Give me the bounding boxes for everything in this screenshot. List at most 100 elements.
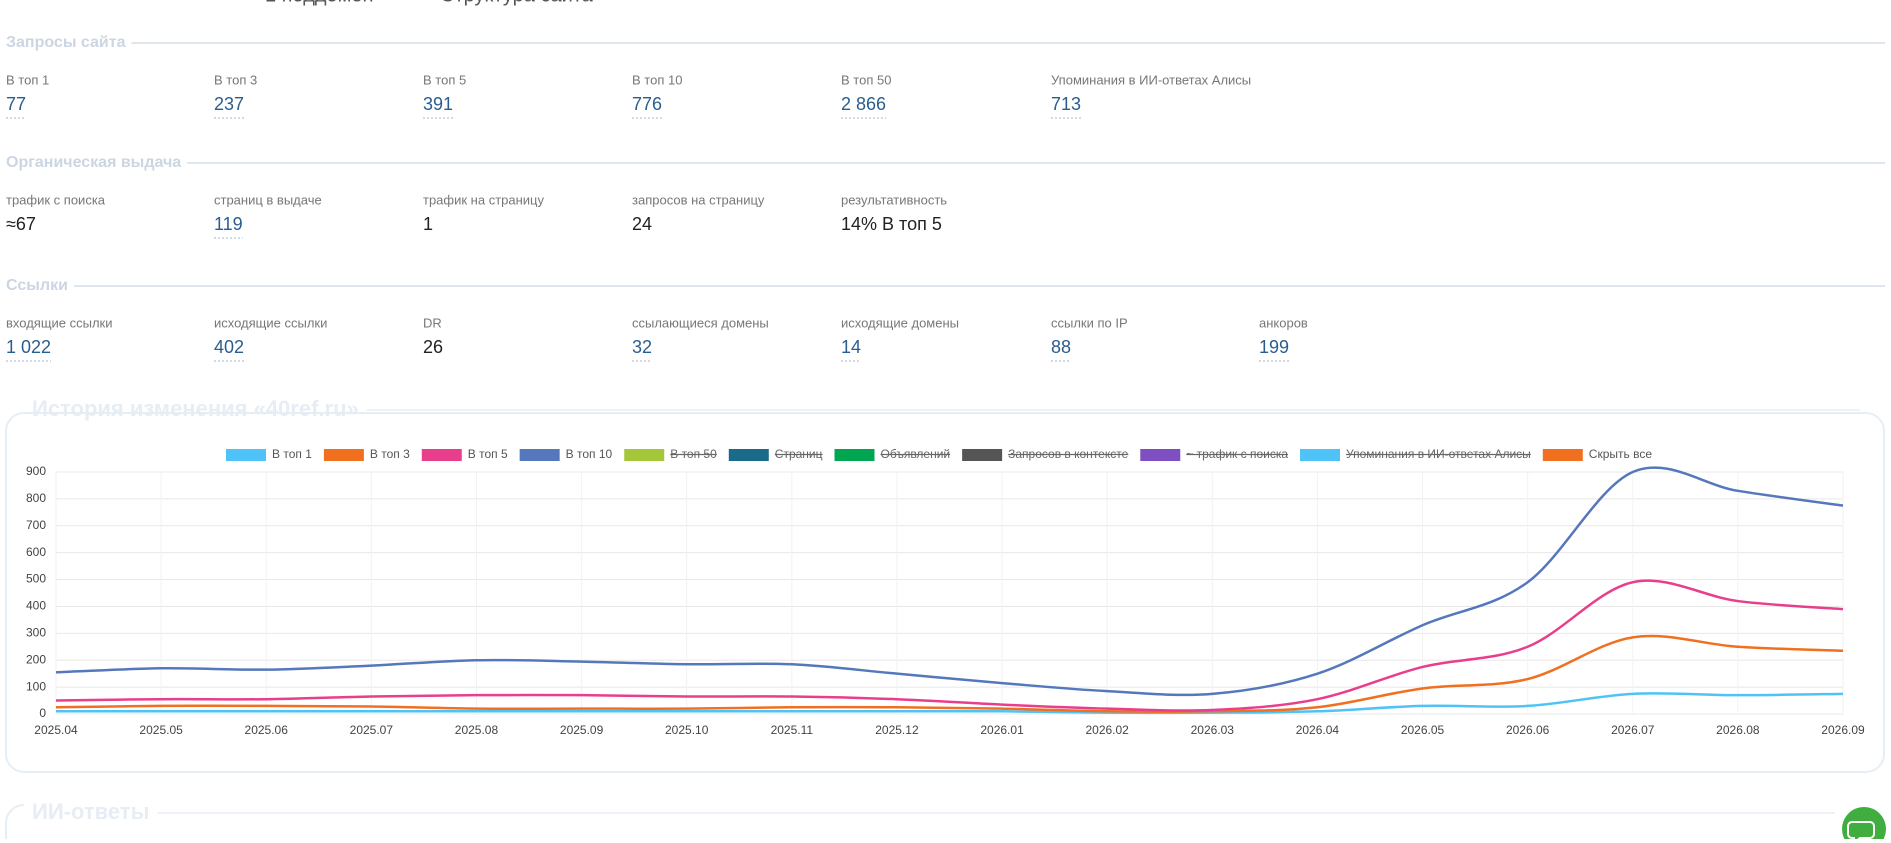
series-line bbox=[55, 466, 1844, 697]
legend-label[interactable]: Объявлений bbox=[881, 447, 951, 461]
y-tick-label: 200 bbox=[26, 652, 46, 666]
metric-label: В топ 10 bbox=[632, 72, 682, 87]
series-line bbox=[55, 634, 1844, 713]
legend-label[interactable]: ~ трафик с поиска bbox=[1186, 447, 1288, 461]
metric-label: Упоминания в ИИ-ответах Алисы bbox=[1051, 72, 1251, 87]
metric-value[interactable]: 402 bbox=[214, 337, 244, 357]
legend-swatch[interactable] bbox=[323, 449, 364, 461]
metric-label: анкоров bbox=[1259, 315, 1308, 330]
legend-swatch[interactable] bbox=[1300, 449, 1341, 461]
x-tick-label: 2025.08 bbox=[455, 723, 499, 737]
y-tick-label: 0 bbox=[39, 706, 46, 720]
legend-label[interactable]: Запросов в контексте bbox=[1008, 447, 1128, 461]
x-tick-label: 2026.06 bbox=[1506, 723, 1550, 737]
x-tick-label: 2025.07 bbox=[350, 723, 394, 737]
metric-label: исходящие ссылки bbox=[214, 315, 327, 330]
x-tick-label: 2025.10 bbox=[665, 723, 709, 737]
x-tick-label: 2025.04 bbox=[34, 723, 78, 737]
metric-label: результативность bbox=[841, 192, 947, 207]
legend-swatch[interactable] bbox=[519, 449, 560, 461]
metric-value: 26 bbox=[423, 337, 443, 357]
x-tick-label: 2025.12 bbox=[875, 723, 919, 737]
metric-value: ≈67 bbox=[6, 214, 36, 234]
y-tick-label: 600 bbox=[26, 545, 46, 559]
legend-label[interactable]: Скрыть все bbox=[1589, 447, 1653, 461]
legend-swatch[interactable] bbox=[728, 449, 769, 461]
metric-label: исходящие домены bbox=[841, 315, 959, 330]
x-tick-label: 2026.04 bbox=[1296, 723, 1340, 737]
metric-value[interactable]: 88 bbox=[1051, 337, 1071, 357]
x-tick-label: 2026.01 bbox=[980, 723, 1024, 737]
metric-value[interactable]: 776 bbox=[632, 94, 662, 114]
legend-label[interactable]: Упоминания в ИИ-ответах Алисы bbox=[1346, 447, 1531, 461]
y-tick-label: 900 bbox=[26, 464, 46, 478]
x-tick-label: 2026.02 bbox=[1085, 723, 1129, 737]
metric-value[interactable]: 119 bbox=[214, 214, 243, 234]
y-tick-label: 500 bbox=[26, 572, 46, 586]
metric-value[interactable]: 391 bbox=[423, 94, 453, 114]
x-tick-label: 2025.09 bbox=[560, 723, 604, 737]
top-link[interactable]: Структура сайта bbox=[440, 0, 594, 6]
metric-label: В топ 1 bbox=[6, 72, 49, 87]
series-line bbox=[55, 579, 1844, 712]
section-title: Ссылки bbox=[6, 277, 68, 294]
metric-value[interactable]: 14 bbox=[841, 337, 861, 357]
y-tick-label: 400 bbox=[26, 599, 46, 613]
legend-swatch[interactable] bbox=[962, 449, 1003, 461]
chart-panel bbox=[5, 412, 1885, 773]
metric-value: 14% В топ 5 bbox=[841, 214, 942, 234]
metric-value[interactable]: 713 bbox=[1051, 94, 1081, 114]
y-tick-label: 800 bbox=[26, 491, 46, 505]
metric-label: запросов на страницу bbox=[632, 192, 765, 207]
metric-label: входящие ссылки bbox=[6, 315, 113, 330]
legend-swatch[interactable] bbox=[624, 449, 665, 461]
series-line bbox=[56, 692, 1844, 715]
legend-label[interactable]: В топ 3 bbox=[370, 447, 410, 461]
panel-edge bbox=[5, 804, 25, 839]
metric-value[interactable]: 237 bbox=[214, 94, 244, 114]
metric-value[interactable]: 2 866 bbox=[841, 94, 886, 114]
y-tick-label: 300 bbox=[26, 626, 46, 640]
chart-title: История изменения «40ref.ru» bbox=[32, 396, 359, 421]
section-title: Запросы сайта bbox=[6, 34, 126, 51]
legend-swatch[interactable] bbox=[225, 449, 266, 461]
metric-value[interactable]: 32 bbox=[632, 337, 652, 357]
legend-label[interactable]: В топ 5 bbox=[468, 447, 508, 461]
top-link[interactable]: 1 поддомен bbox=[265, 0, 374, 6]
section-title: Органическая выдача bbox=[6, 154, 181, 171]
metric-label: страниц в выдаче bbox=[214, 192, 322, 207]
metric-value[interactable]: 1 022 bbox=[6, 337, 51, 357]
legend-swatch[interactable] bbox=[1140, 449, 1181, 461]
y-tick-label: 700 bbox=[26, 518, 46, 532]
y-tick-label: 100 bbox=[26, 679, 46, 693]
x-tick-label: 2025.11 bbox=[771, 723, 814, 737]
metric-value[interactable]: 77 bbox=[6, 94, 26, 114]
metric-label: В топ 50 bbox=[841, 72, 891, 87]
legend-swatch[interactable] bbox=[421, 449, 462, 461]
metric-label: трафик на страницу bbox=[423, 192, 544, 207]
metric-label: В топ 3 bbox=[214, 72, 257, 87]
legend-label[interactable]: В топ 50 bbox=[670, 447, 717, 461]
metric-label: DR bbox=[423, 315, 442, 330]
x-tick-label: 2026.09 bbox=[1821, 723, 1865, 737]
x-tick-label: 2026.08 bbox=[1716, 723, 1760, 737]
legend-swatch[interactable] bbox=[1542, 449, 1583, 461]
metric-label: ссылающиеся домены bbox=[632, 315, 769, 330]
x-tick-label: 2026.05 bbox=[1401, 723, 1445, 737]
metric-label: трафик с поиска bbox=[6, 192, 106, 207]
legend-swatch[interactable] bbox=[834, 449, 875, 461]
x-tick-label: 2026.03 bbox=[1191, 723, 1235, 737]
x-tick-label: 2026.07 bbox=[1611, 723, 1655, 737]
metric-label: ссылки по IP bbox=[1051, 315, 1128, 330]
legend: В топ 1 В топ 3 В топ 5 В топ 10 В топ 50 Стр… bbox=[225, 447, 1653, 461]
x-tick-label: 2025.06 bbox=[245, 723, 289, 737]
legend-label[interactable]: Страниц bbox=[775, 447, 823, 461]
section-title: ИИ-ответы bbox=[32, 799, 149, 824]
metric-value[interactable]: 199 bbox=[1259, 337, 1289, 357]
legend-label[interactable]: В топ 1 bbox=[272, 447, 312, 461]
metric-label: В топ 5 bbox=[423, 72, 466, 87]
legend-label[interactable]: В топ 10 bbox=[566, 447, 613, 461]
metric-value: 24 bbox=[632, 214, 652, 234]
